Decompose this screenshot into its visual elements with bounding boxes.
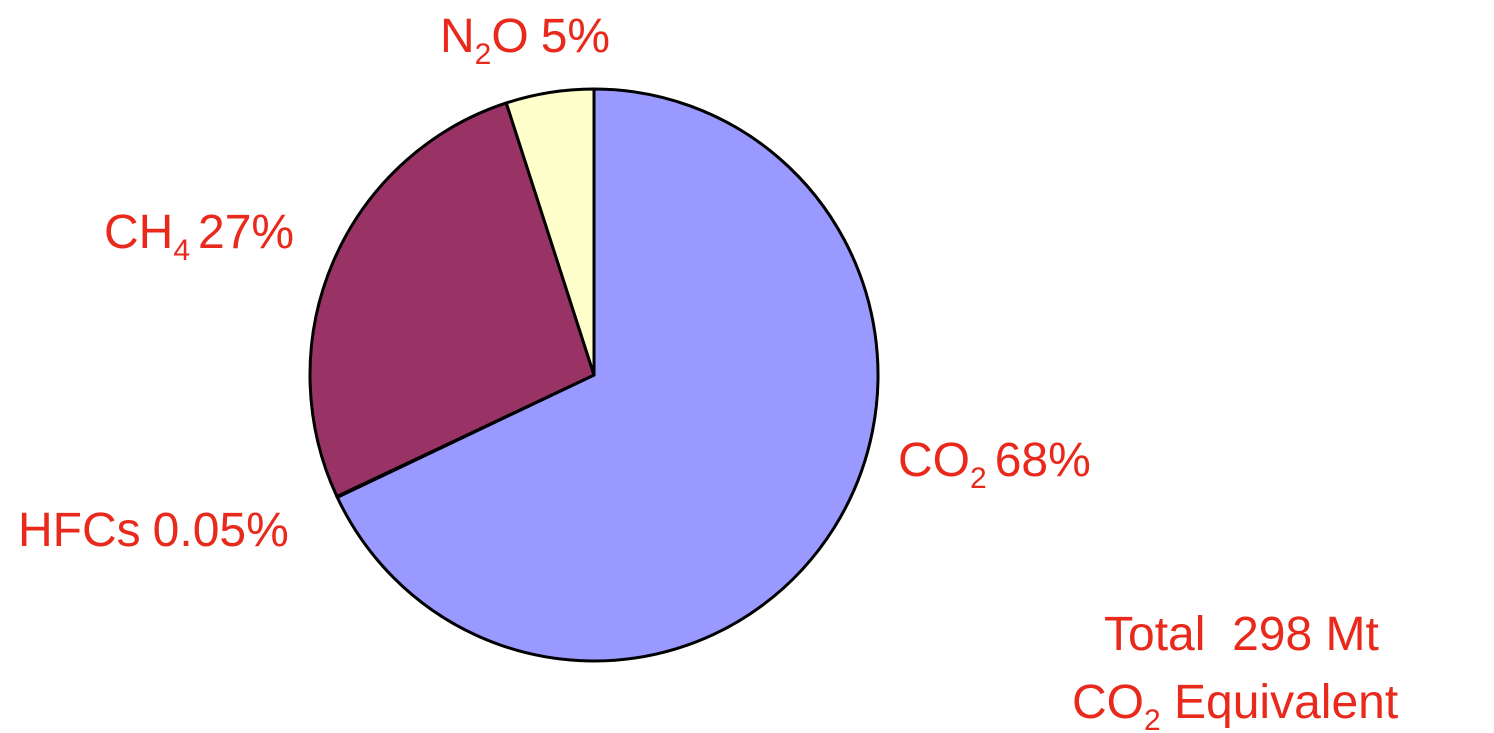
label-ch4: CH4 27%	[104, 206, 294, 267]
label-hfcs: HFCs 0.05%	[18, 504, 289, 557]
total-line-1: Total 298 Mt	[1104, 608, 1379, 661]
pie-slices	[308, 87, 880, 663]
label-co2: CO2 68%	[898, 434, 1091, 495]
pie-slice-co2	[335, 87, 880, 663]
pie-slice-ch4	[308, 101, 596, 499]
label-n2o: N2O 5%	[440, 10, 610, 71]
total-line-2: CO2 Equivalent	[1072, 676, 1398, 733]
pie-slice-n2o	[504, 87, 596, 377]
